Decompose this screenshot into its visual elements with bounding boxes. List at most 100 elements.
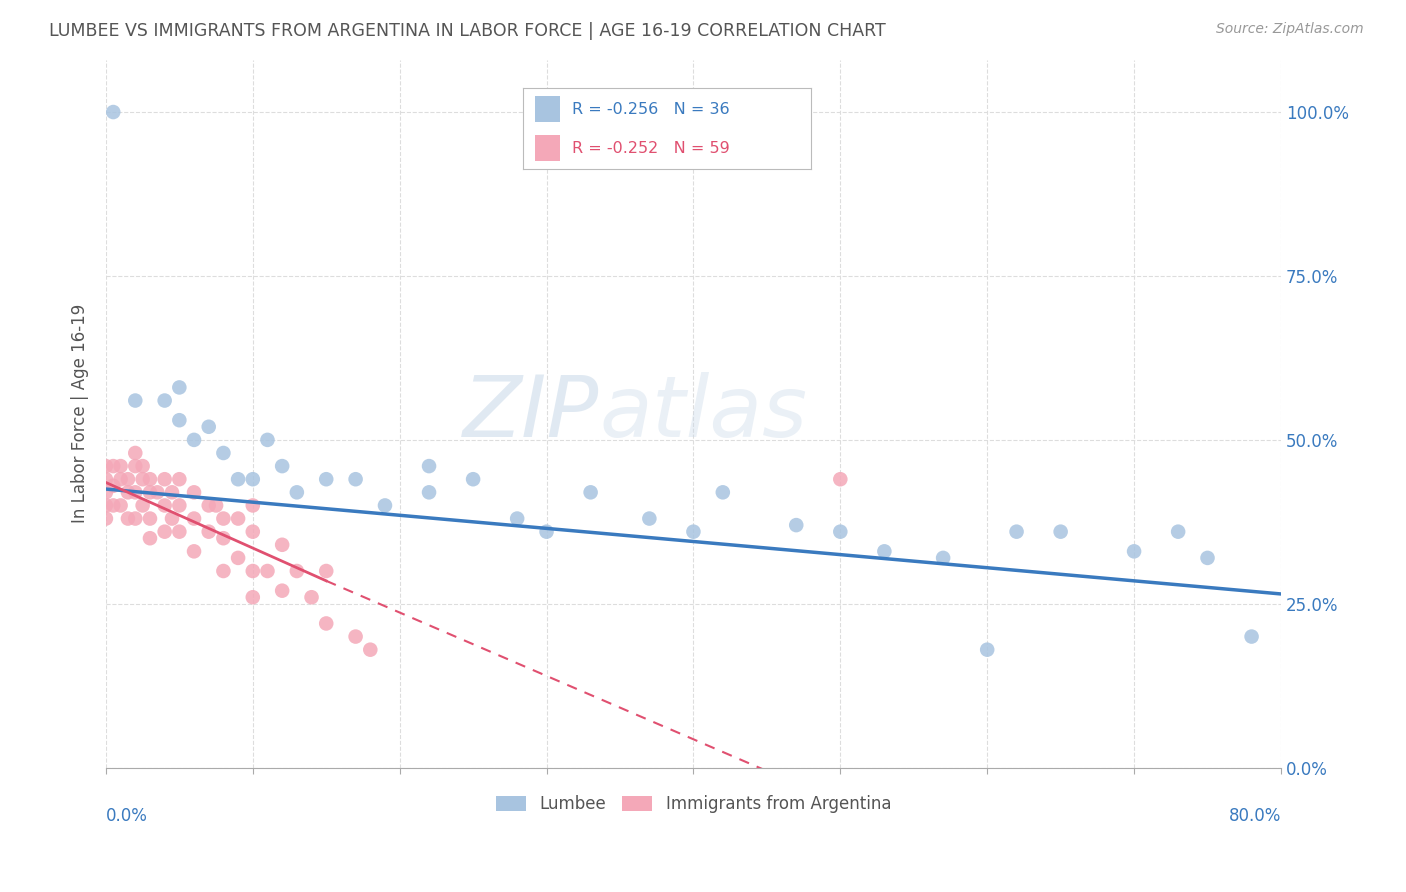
Point — [94, 511, 117, 525]
Point — [1240, 630, 1263, 644]
Point — [271, 538, 294, 552]
Point — [830, 524, 852, 539]
Point — [1167, 524, 1189, 539]
Point — [638, 511, 661, 525]
Point — [205, 499, 228, 513]
Text: atlas: atlas — [599, 372, 807, 455]
Point — [103, 105, 125, 120]
Point — [153, 499, 176, 513]
Point — [315, 472, 337, 486]
Point — [131, 459, 153, 474]
Point — [226, 472, 249, 486]
Point — [212, 531, 235, 545]
Point — [139, 511, 162, 525]
Point — [242, 564, 264, 578]
Point — [139, 485, 162, 500]
Point — [226, 550, 249, 565]
Point — [506, 511, 529, 525]
Text: ZIP: ZIP — [463, 372, 599, 455]
Point — [1197, 550, 1219, 565]
Point — [256, 433, 278, 447]
Point — [271, 459, 294, 474]
Point — [160, 511, 183, 525]
Point — [169, 472, 191, 486]
Point — [579, 485, 602, 500]
Point — [271, 583, 294, 598]
Point — [110, 459, 132, 474]
Point — [461, 472, 484, 486]
Point — [242, 499, 264, 513]
Point — [315, 564, 337, 578]
Point — [359, 642, 381, 657]
Point — [103, 499, 125, 513]
Point — [153, 472, 176, 486]
Point — [103, 459, 125, 474]
Point — [110, 472, 132, 486]
Point — [1123, 544, 1146, 558]
Point — [315, 616, 337, 631]
Point — [94, 485, 117, 500]
Point — [169, 413, 191, 427]
Y-axis label: In Labor Force | Age 16-19: In Labor Force | Age 16-19 — [72, 304, 89, 524]
Point — [124, 485, 146, 500]
Point — [183, 433, 205, 447]
Point — [117, 472, 139, 486]
Point — [146, 485, 169, 500]
Point — [785, 518, 807, 533]
Point — [110, 499, 132, 513]
Point — [418, 459, 440, 474]
Point — [374, 499, 396, 513]
Point — [117, 511, 139, 525]
Point — [212, 511, 235, 525]
Point — [169, 499, 191, 513]
Point — [285, 564, 308, 578]
Point — [932, 550, 955, 565]
Point — [153, 393, 176, 408]
Point — [183, 544, 205, 558]
Point — [197, 499, 219, 513]
Point — [94, 499, 117, 513]
Point — [1049, 524, 1071, 539]
Point — [139, 472, 162, 486]
Point — [344, 472, 367, 486]
Point — [169, 380, 191, 394]
Point — [169, 524, 191, 539]
Text: 80.0%: 80.0% — [1229, 806, 1281, 824]
Point — [418, 485, 440, 500]
Point — [682, 524, 704, 539]
Point — [976, 642, 998, 657]
Point — [124, 511, 146, 525]
Point — [124, 459, 146, 474]
Point — [711, 485, 734, 500]
Point — [153, 524, 176, 539]
Point — [873, 544, 896, 558]
Point — [256, 564, 278, 578]
Point — [212, 446, 235, 460]
Point — [131, 499, 153, 513]
Point — [242, 591, 264, 605]
Point — [124, 393, 146, 408]
Point — [117, 485, 139, 500]
Point — [183, 511, 205, 525]
Point — [1005, 524, 1028, 539]
Point — [242, 472, 264, 486]
Point — [212, 564, 235, 578]
Point — [344, 630, 367, 644]
Point — [131, 472, 153, 486]
Point — [285, 485, 308, 500]
Point — [226, 511, 249, 525]
Text: Source: ZipAtlas.com: Source: ZipAtlas.com — [1216, 22, 1364, 37]
Text: LUMBEE VS IMMIGRANTS FROM ARGENTINA IN LABOR FORCE | AGE 16-19 CORRELATION CHART: LUMBEE VS IMMIGRANTS FROM ARGENTINA IN L… — [49, 22, 886, 40]
Point — [124, 446, 146, 460]
Point — [536, 524, 558, 539]
Point — [139, 531, 162, 545]
Point — [197, 524, 219, 539]
Point — [830, 472, 852, 486]
Point — [197, 419, 219, 434]
Point — [301, 591, 323, 605]
Point — [160, 485, 183, 500]
Text: 0.0%: 0.0% — [105, 806, 148, 824]
Point — [94, 459, 117, 474]
Point — [242, 524, 264, 539]
Point — [183, 485, 205, 500]
